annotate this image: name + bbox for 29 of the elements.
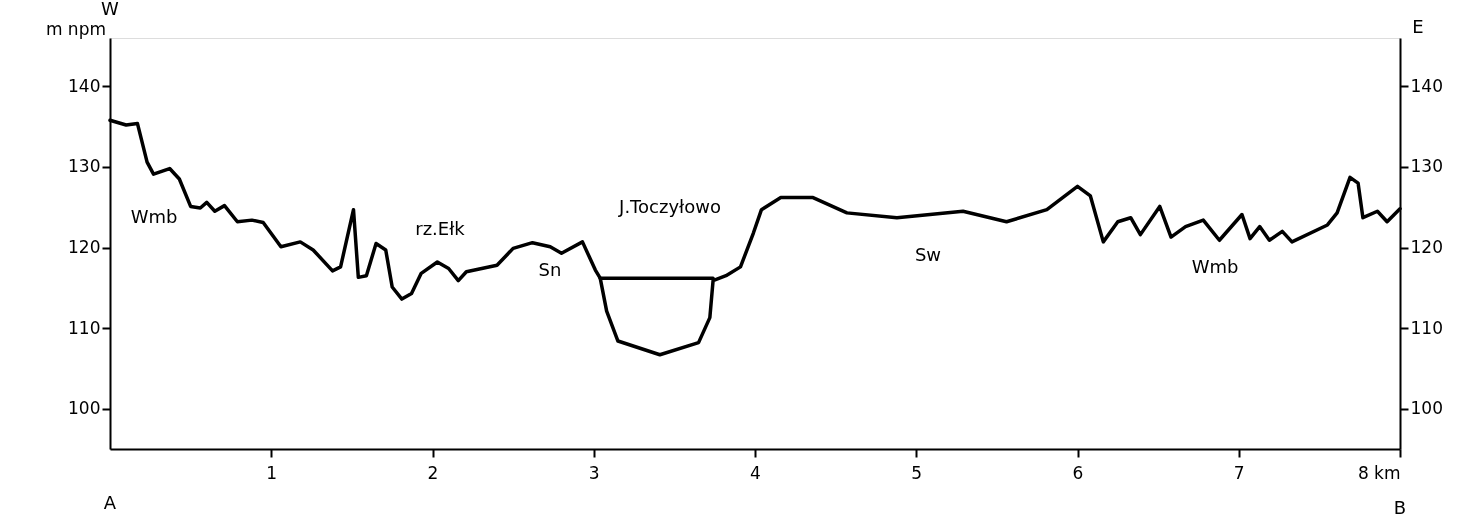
y-tick-label: 100 (68, 398, 101, 419)
annotation: Wmb (1191, 256, 1239, 277)
y-tick-label: 120 (68, 237, 101, 258)
x-tick-label: 2 (427, 462, 439, 483)
y2-tick-label: 100 (1410, 398, 1443, 419)
y2-tick-label: 120 (1410, 237, 1443, 258)
x-tick-label: 6 (1072, 462, 1084, 483)
y2-tick-label: 110 (1410, 317, 1443, 338)
y-axis-title: m npm (45, 19, 106, 39)
x-tick-label: 8 km (1357, 462, 1401, 483)
text: E (1412, 16, 1424, 37)
y-tick-label: 140 (68, 75, 101, 96)
annotation: Sn (538, 259, 562, 280)
x-tick-label: 3 (588, 462, 600, 483)
text: A (103, 492, 117, 513)
x-tick-label: 7 (1233, 462, 1245, 483)
y2-tick-label: 130 (1410, 156, 1443, 177)
y2-tick-label: 140 (1410, 75, 1443, 96)
y-tick-label: 110 (68, 317, 101, 338)
x-tick-label: 4 (750, 462, 761, 483)
x-tick-label: 5 (911, 462, 923, 483)
annotation: J.Toczyłowo (618, 196, 721, 217)
annotation: Sw (914, 244, 942, 265)
annotation: Wmb (130, 206, 178, 227)
annotation: rz.Ełk (415, 218, 466, 239)
x-tick-label: 1 (266, 462, 278, 483)
text: B (1393, 497, 1407, 518)
y-tick-label: 130 (68, 156, 101, 177)
text: W (101, 0, 120, 19)
